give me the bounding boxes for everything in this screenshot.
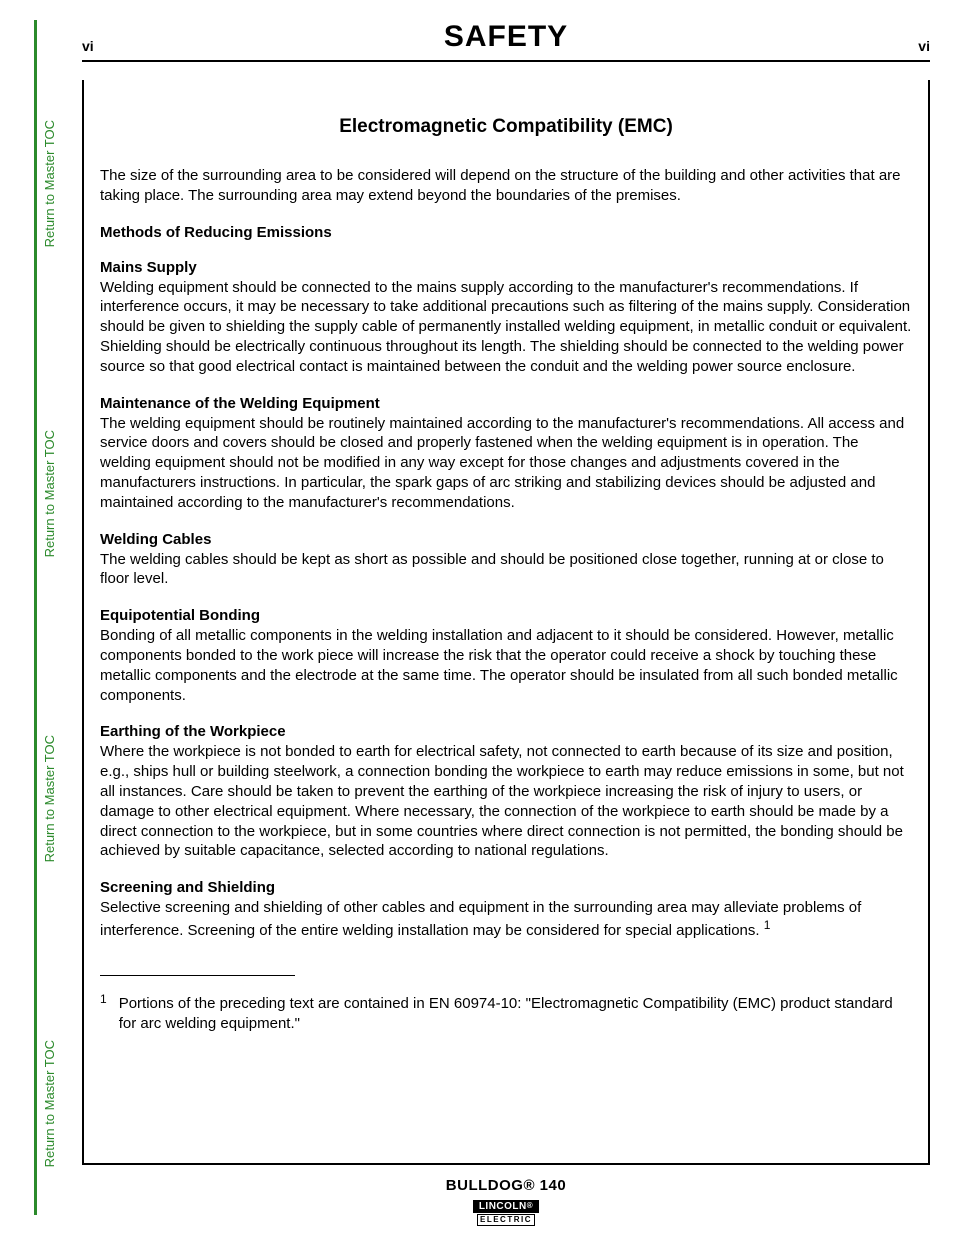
subheading: Mains Supply bbox=[100, 259, 912, 276]
section-title: Electromagnetic Compatibility (EMC) bbox=[100, 116, 912, 138]
body-paragraph: Where the workpiece is not bonded to ear… bbox=[100, 742, 912, 861]
brand-text: LINCOLN bbox=[479, 1201, 527, 1212]
toc-link-4[interactable]: Return to Master TOC bbox=[42, 1040, 57, 1167]
page-number-right: vi bbox=[918, 38, 930, 54]
subheading: Welding Cables bbox=[100, 531, 912, 548]
footnote-ref: 1 bbox=[764, 918, 771, 932]
footnote-separator bbox=[100, 975, 295, 976]
body-paragraph: Welding equipment should be connected to… bbox=[100, 278, 912, 377]
subheading: Screening and Shielding bbox=[100, 879, 912, 896]
product-name: BULLDOG® 140 bbox=[82, 1177, 930, 1194]
brand-name: LINCOLN® bbox=[473, 1200, 539, 1213]
footnote-text: Portions of the preceding text are conta… bbox=[119, 994, 912, 1034]
brand-logo: LINCOLN® ELECTRIC bbox=[82, 1196, 930, 1226]
footnote-number: 1 bbox=[100, 992, 107, 1034]
subheading: Maintenance of the Welding Equipment bbox=[100, 395, 912, 412]
content-frame: Electromagnetic Compatibility (EMC) The … bbox=[82, 80, 930, 1165]
left-green-rule bbox=[34, 20, 37, 1215]
brand-subtext: ELECTRIC bbox=[477, 1214, 535, 1226]
body-paragraph: The welding equipment should be routinel… bbox=[100, 414, 912, 513]
page-title: SAFETY bbox=[444, 20, 568, 54]
subheading: Earthing of the Workpiece bbox=[100, 723, 912, 740]
intro-paragraph: The size of the surrounding area to be c… bbox=[100, 166, 912, 206]
footnote: 1 Portions of the preceding text are con… bbox=[100, 994, 912, 1034]
subheading: Equipotential Bonding bbox=[100, 607, 912, 624]
registered-icon: ® bbox=[527, 1201, 533, 1210]
body-paragraph: The welding cables should be kept as sho… bbox=[100, 550, 912, 590]
toc-link-1[interactable]: Return to Master TOC bbox=[42, 120, 57, 247]
methods-heading: Methods of Reducing Emissions bbox=[100, 224, 912, 241]
page-container: vi SAFETY vi Electromagnetic Compatibili… bbox=[82, 20, 930, 1226]
body-paragraph-with-footnote: Selective screening and shielding of oth… bbox=[100, 898, 912, 941]
toc-link-2[interactable]: Return to Master TOC bbox=[42, 430, 57, 557]
body-text-span: Selective screening and shielding of oth… bbox=[100, 899, 861, 939]
page-header: vi SAFETY vi bbox=[82, 20, 930, 62]
page-footer: BULLDOG® 140 LINCOLN® ELECTRIC bbox=[82, 1177, 930, 1226]
toc-link-3[interactable]: Return to Master TOC bbox=[42, 735, 57, 862]
body-paragraph: Bonding of all metallic components in th… bbox=[100, 626, 912, 705]
page-number-left: vi bbox=[82, 38, 94, 54]
